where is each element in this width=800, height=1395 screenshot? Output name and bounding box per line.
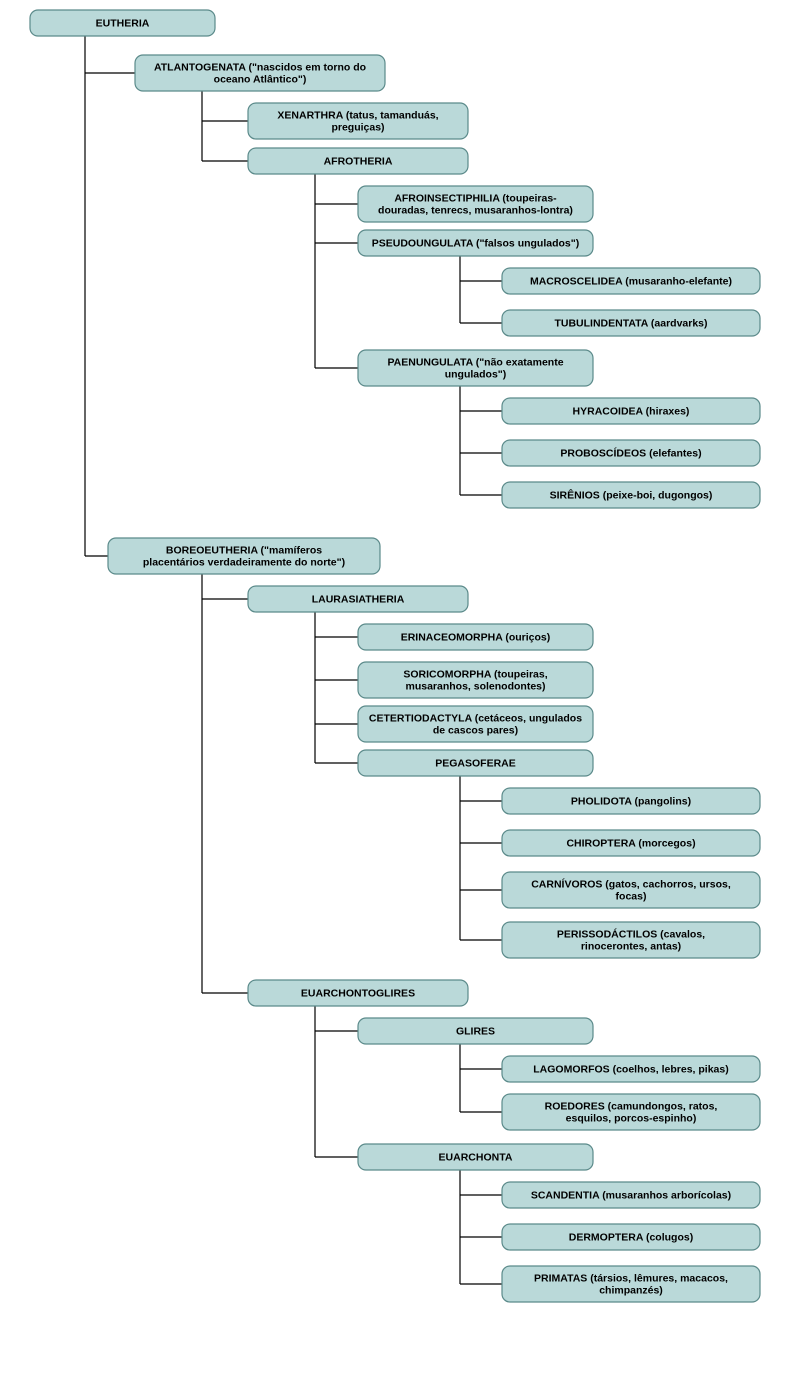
tree-node-label: ROEDORES (camundongos, ratos,esquilos, p… — [545, 1101, 718, 1125]
tree-node-label: HYRACOIDEA (hiraxes) — [573, 406, 690, 418]
tree-node-label: LAGOMORFOS (coelhos, lebres, pikas) — [533, 1064, 728, 1076]
tree-node-chiroptera: CHIROPTERA (morcegos) — [502, 830, 760, 856]
tree-node-label: ERINACEOMORPHA (ouriços) — [401, 632, 551, 644]
tree-node-atlantogenata: ATLANTOGENATA ("nascidos em torno doocea… — [135, 55, 385, 91]
tree-node-cetertiodactyla: CETERTIODACTYLA (cetáceos, unguladosde c… — [358, 706, 593, 742]
tree-node-perissodactilos: PERISSODÁCTILOS (cavalos,rinocerontes, a… — [502, 922, 760, 958]
tree-node-primatas: PRIMATAS (társios, lêmures, macacos,chim… — [502, 1266, 760, 1302]
tree-node-label: AFROTHERIA — [324, 156, 393, 168]
tree-node-afroinsect: AFROINSECTIPHILIA (toupeiras-douradas, t… — [358, 186, 593, 222]
tree-node-soricomorpha: SORICOMORPHA (toupeiras,musaranhos, sole… — [358, 662, 593, 698]
tree-node-paenungulata: PAENUNGULATA ("não exatamenteungulados") — [358, 350, 593, 386]
tree-node-hyracoidea: HYRACOIDEA (hiraxes) — [502, 398, 760, 424]
tree-node-label: TUBULINDENTATA (aardvarks) — [554, 318, 707, 330]
tree-node-label: PSEUDOUNGULATA ("falsos ungulados") — [372, 238, 580, 250]
tree-node-carnivoros: CARNÍVOROS (gatos, cachorros, ursos,foca… — [502, 872, 760, 908]
tree-node-label: LAURASIATHERIA — [312, 594, 405, 606]
tree-nodes: EUTHERIA ATLANTOGENATA ("nascidos em torn… — [30, 10, 760, 1302]
tree-node-erinaceomorpha: ERINACEOMORPHA (ouriços) — [358, 624, 593, 650]
tree-node-scandentia: SCANDENTIA (musaranhos arborícolas) — [502, 1182, 760, 1208]
tree-node-macroscelidea: MACROSCELIDEA (musaranho-elefante) — [502, 268, 760, 294]
tree-node-euarchonta: EUARCHONTA — [358, 1144, 593, 1170]
tree-node-xenarthra: XENARTHRA (tatus, tamanduás,preguiças) — [248, 103, 468, 139]
tree-node-sirenios: SIRÊNIOS (peixe-boi, dugongos) — [502, 482, 760, 508]
tree-node-label: PHOLIDOTA (pangolins) — [571, 796, 691, 808]
tree-node-laurasiatheria: LAURASIATHERIA — [248, 586, 468, 612]
tree-node-pegasoferae: PEGASOFERAE — [358, 750, 593, 776]
tree-node-label: EUARCHONTA — [439, 1152, 513, 1164]
tree-node-label: SORICOMORPHA (toupeiras,musaranhos, sole… — [403, 669, 547, 693]
tree-node-label: AFROINSECTIPHILIA (toupeiras-douradas, t… — [378, 193, 573, 217]
tree-node-pholidota: PHOLIDOTA (pangolins) — [502, 788, 760, 814]
tree-node-label: PEGASOFERAE — [435, 758, 516, 770]
tree-node-proboscideos: PROBOSCÍDEOS (elefantes) — [502, 440, 760, 466]
tree-node-dermoptera: DERMOPTERA (colugos) — [502, 1224, 760, 1250]
tree-node-glires: GLIRES — [358, 1018, 593, 1044]
tree-node-label: MACROSCELIDEA (musaranho-elefante) — [530, 276, 732, 288]
tree-node-label: GLIRES — [456, 1026, 495, 1038]
tree-node-label: CHIROPTERA (morcegos) — [566, 838, 695, 850]
tree-node-label: DERMOPTERA (colugos) — [569, 1232, 693, 1244]
tree-node-eutheria: EUTHERIA — [30, 10, 215, 36]
tree-node-pseudoungulata: PSEUDOUNGULATA ("falsos ungulados") — [358, 230, 593, 256]
tree-node-label: SCANDENTIA (musaranhos arborícolas) — [531, 1190, 731, 1202]
tree-node-tubulindentata: TUBULINDENTATA (aardvarks) — [502, 310, 760, 336]
tree-node-label: EUTHERIA — [96, 18, 150, 30]
tree-node-lagomorfos: LAGOMORFOS (coelhos, lebres, pikas) — [502, 1056, 760, 1082]
tree-node-label: PROBOSCÍDEOS (elefantes) — [560, 447, 701, 460]
tree-node-label: BOREOEUTHERIA ("mamíferosplacentários ve… — [143, 545, 345, 569]
tree-node-afrotheria: AFROTHERIA — [248, 148, 468, 174]
tree-node-roedores: ROEDORES (camundongos, ratos,esquilos, p… — [502, 1094, 760, 1130]
tree-node-euarchontoglires: EUARCHONTOGLIRES — [248, 980, 468, 1006]
tree-node-label: EUARCHONTOGLIRES — [301, 988, 415, 1000]
phylogenetic-tree: EUTHERIA ATLANTOGENATA ("nascidos em torn… — [0, 0, 800, 1395]
tree-node-boreoeutheria: BOREOEUTHERIA ("mamíferosplacentários ve… — [108, 538, 380, 574]
tree-edges — [85, 36, 502, 1284]
tree-node-label: SIRÊNIOS (peixe-boi, dugongos) — [550, 489, 713, 502]
